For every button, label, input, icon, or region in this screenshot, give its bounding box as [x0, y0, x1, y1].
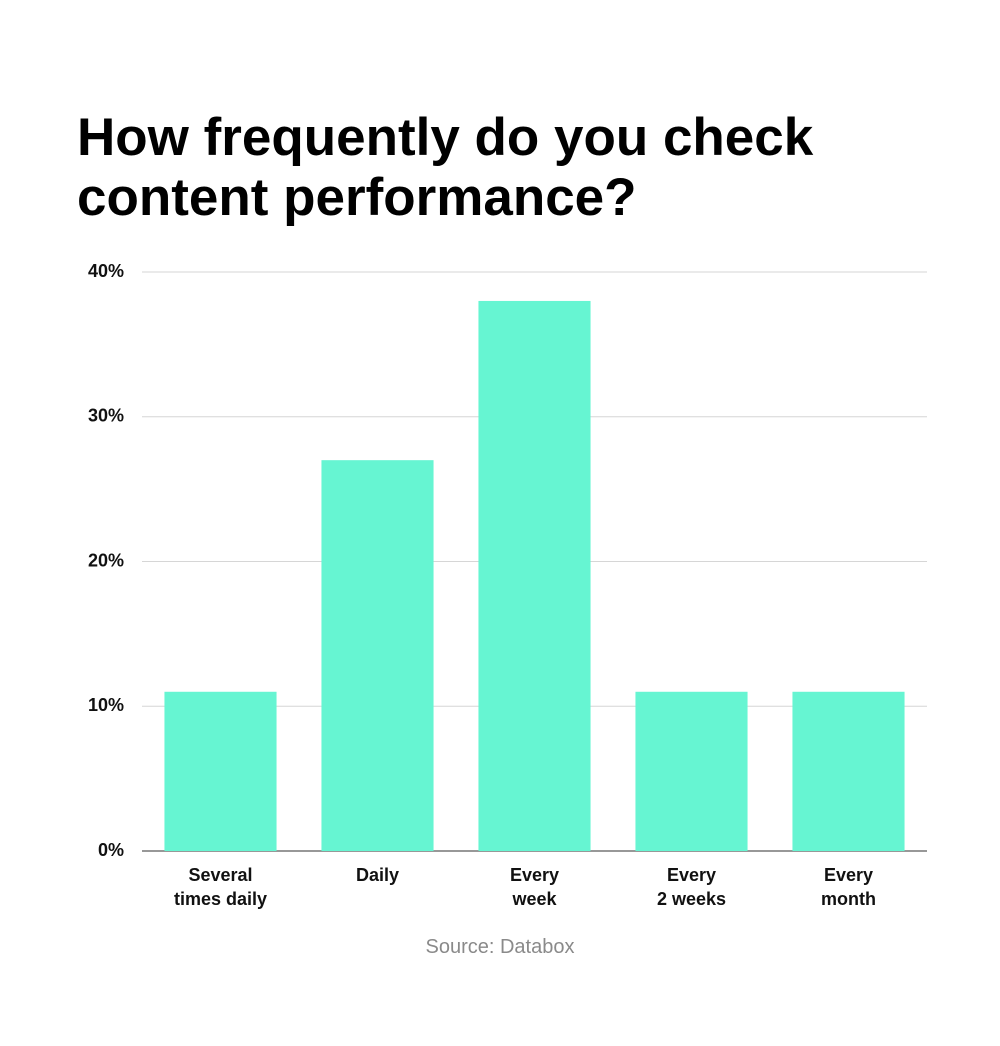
x-tick-label: Several times daily	[173, 865, 268, 909]
x-tick-label: Every 2 weeks	[656, 865, 727, 909]
chart-title: How frequently do you check content perf…	[77, 108, 814, 227]
y-tick-label: 10%	[88, 695, 124, 715]
x-tick-label: Daily	[355, 865, 400, 885]
x-tick-label: Every month	[821, 865, 876, 909]
y-tick-label: 40%	[88, 261, 124, 281]
y-tick-label: 20%	[88, 550, 124, 570]
y-tick-label: 0%	[98, 840, 124, 860]
y-tick-label: 30%	[88, 406, 124, 426]
bar	[164, 691, 277, 851]
bar	[321, 460, 434, 851]
source-note: Source: Databox	[425, 936, 575, 958]
bar	[478, 300, 591, 851]
x-tick-label: Every week	[509, 865, 560, 909]
bar	[792, 691, 905, 851]
bar	[635, 691, 748, 851]
